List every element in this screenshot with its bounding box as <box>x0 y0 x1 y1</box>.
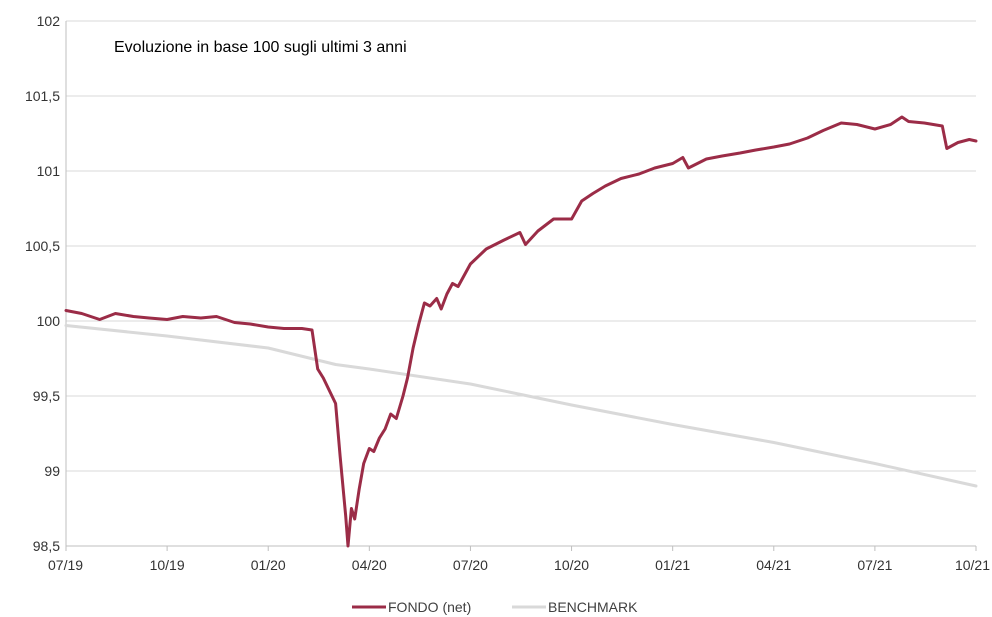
chart-title: Evoluzione in base 100 sugli ultimi 3 an… <box>114 39 407 56</box>
series-lines <box>64 115 978 548</box>
y-tick-label: 100 <box>37 313 61 329</box>
x-tick-label: 10/20 <box>554 557 589 573</box>
x-tick-label: 04/20 <box>352 557 387 573</box>
x-tick-label: 10/21 <box>955 557 990 573</box>
y-tick-label: 99 <box>44 463 60 479</box>
series-line-benchmark <box>64 324 978 488</box>
x-tick-labels: 07/19 10/19 01/20 04/20 07/20 10/20 01/21 04/21… <box>48 546 990 573</box>
legend-label: BENCHMARK <box>548 599 638 615</box>
y-tick-label: 99,5 <box>33 388 60 404</box>
y-tick-label: 102 <box>37 13 61 29</box>
x-tick-label: 10/19 <box>150 557 185 573</box>
y-tick-labels: 98,5 99 99,5 100 100,5 101 101,5 102 <box>25 13 60 554</box>
x-tick-label: 01/20 <box>251 557 286 573</box>
x-tick-label: 01/21 <box>655 557 690 573</box>
y-tick-label: 101 <box>37 163 61 179</box>
y-tick-label: 98,5 <box>33 538 60 554</box>
x-tick-label: 07/21 <box>857 557 892 573</box>
grid-lines <box>66 20 976 472</box>
y-tick-label: 101,5 <box>25 88 60 104</box>
series-line-fondo-net <box>64 115 978 548</box>
x-tick-label: 07/20 <box>453 557 488 573</box>
legend-label: FONDO (net) <box>388 599 471 615</box>
x-tick-label: 04/21 <box>756 557 791 573</box>
legend: FONDO (net) BENCHMARK <box>352 599 638 615</box>
x-tick-label: 07/19 <box>48 557 83 573</box>
y-tick-label: 100,5 <box>25 238 60 254</box>
